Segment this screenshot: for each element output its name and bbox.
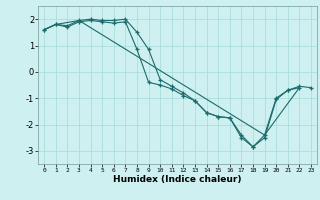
- X-axis label: Humidex (Indice chaleur): Humidex (Indice chaleur): [113, 175, 242, 184]
